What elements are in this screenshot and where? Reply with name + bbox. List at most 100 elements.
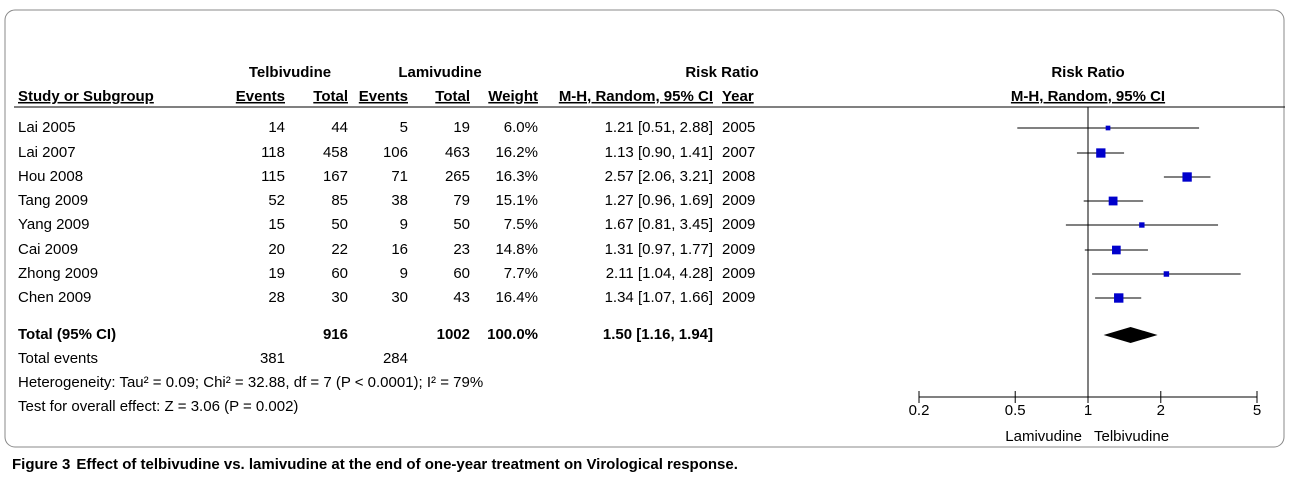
cell: 5 [400, 119, 408, 136]
cell: 1.67 [0.81, 3.45] [605, 216, 713, 233]
study-name: Tang 2009 [18, 192, 88, 209]
group-header: Lamivudine [398, 64, 481, 81]
cell: 7.5% [504, 216, 538, 233]
cell: 16.4% [495, 289, 538, 306]
x-tick-label: 1 [1084, 402, 1092, 419]
cell: 1.31 [0.97, 1.77] [605, 241, 713, 258]
cell: 15 [268, 216, 285, 233]
column-header: Total [313, 88, 348, 105]
cell: 2007 [722, 144, 755, 161]
column-header: Events [236, 88, 285, 105]
cell: 9 [400, 216, 408, 233]
group-header: Telbivudine [249, 64, 331, 81]
column-header: M-H, Random, 95% CI [1011, 88, 1165, 105]
column-header: Weight [488, 88, 538, 105]
column-header: Total [435, 88, 470, 105]
cell: 30 [331, 289, 348, 306]
cell: 50 [453, 216, 470, 233]
x-tick-label: 5 [1253, 402, 1261, 419]
cell: 100.0% [487, 326, 538, 343]
study-name: Lai 2005 [18, 119, 76, 136]
cell: 85 [331, 192, 348, 209]
cell: 2009 [722, 289, 755, 306]
estimate-square [1182, 172, 1192, 182]
cell: 167 [323, 168, 348, 185]
cell: 463 [445, 144, 470, 161]
cell: 1.50 [1.16, 1.94] [603, 326, 713, 343]
cell: 14 [268, 119, 285, 136]
heterogeneity: Heterogeneity: Tau² = 0.09; Chi² = 32.88… [18, 374, 483, 391]
cell: 6.0% [504, 119, 538, 136]
cell: 7.7% [504, 265, 538, 282]
frame [4, 9, 1285, 448]
study-name: Cai 2009 [18, 241, 78, 258]
cell: 16.3% [495, 168, 538, 185]
x-tick-label: 0.5 [1005, 402, 1026, 419]
summary-diamond [1103, 327, 1158, 343]
estimate-square [1105, 125, 1111, 131]
cell: 15.1% [495, 192, 538, 209]
cell: 19 [453, 119, 470, 136]
cell: 115 [261, 168, 285, 185]
caption-label: Figure 3 [12, 456, 70, 473]
cell: 79 [453, 192, 470, 209]
favours-label: Lamivudine [1005, 428, 1082, 445]
group-header: Risk Ratio [1051, 64, 1124, 81]
cell: 9 [400, 265, 408, 282]
cell: 38 [391, 192, 408, 209]
column-header: M-H, Random, 95% CI [559, 88, 713, 105]
cell: 2009 [722, 216, 755, 233]
cell: 22 [331, 241, 348, 258]
cell: 1.34 [1.07, 1.66] [605, 289, 713, 306]
study-name: Yang 2009 [18, 216, 89, 233]
cell: 43 [453, 289, 470, 306]
cell: 2.11 [1.04, 4.28] [606, 265, 713, 282]
estimate-square [1139, 222, 1145, 228]
cell: 2005 [722, 119, 755, 136]
cell: 23 [453, 241, 470, 258]
estimate-square [1163, 271, 1170, 277]
column-header: Year [722, 88, 754, 105]
cell: 52 [268, 192, 285, 209]
total-events-label: Total events [18, 350, 98, 367]
estimate-square [1112, 245, 1121, 255]
cell: 28 [268, 289, 285, 306]
cell: 106 [383, 144, 408, 161]
cell: 118 [261, 144, 285, 161]
cell: 2009 [722, 241, 755, 258]
cell: 60 [331, 265, 348, 282]
cell: 60 [453, 265, 470, 282]
estimate-square [1114, 293, 1124, 303]
estimate-square [1096, 148, 1106, 158]
cell: 16 [391, 241, 408, 258]
study-name: Hou 2008 [18, 168, 83, 185]
cell: 1.21 [0.51, 2.88] [605, 119, 713, 136]
study-name: Chen 2009 [18, 289, 91, 306]
cell: 916 [323, 326, 348, 343]
cell: 1.13 [0.90, 1.41] [605, 144, 713, 161]
cell: 265 [445, 168, 470, 185]
cell: 458 [323, 144, 348, 161]
column-header: Events [359, 88, 408, 105]
cell: 2008 [722, 168, 755, 185]
cell: 381 [260, 350, 285, 367]
cell: 2009 [722, 265, 755, 282]
cell: 30 [391, 289, 408, 306]
study-name: Lai 2007 [18, 144, 76, 161]
x-tick-label: 0.2 [909, 402, 930, 419]
caption: Effect of telbivudine vs. lamivudine at … [76, 456, 738, 473]
cell: 19 [268, 265, 285, 282]
cell: 71 [391, 168, 408, 185]
x-tick-label: 2 [1157, 402, 1165, 419]
cell: 14.8% [495, 241, 538, 258]
cell: 1.27 [0.96, 1.69] [605, 192, 713, 209]
cell: 2009 [722, 192, 755, 209]
column-header: Study or Subgroup [18, 88, 154, 105]
overall-effect: Test for overall effect: Z = 3.06 (P = 0… [18, 398, 298, 415]
cell: 20 [268, 241, 285, 258]
total-label: Total (95% CI) [18, 326, 116, 343]
study-name: Zhong 2009 [18, 265, 98, 282]
cell: 50 [331, 216, 348, 233]
group-header: Risk Ratio [685, 64, 758, 81]
